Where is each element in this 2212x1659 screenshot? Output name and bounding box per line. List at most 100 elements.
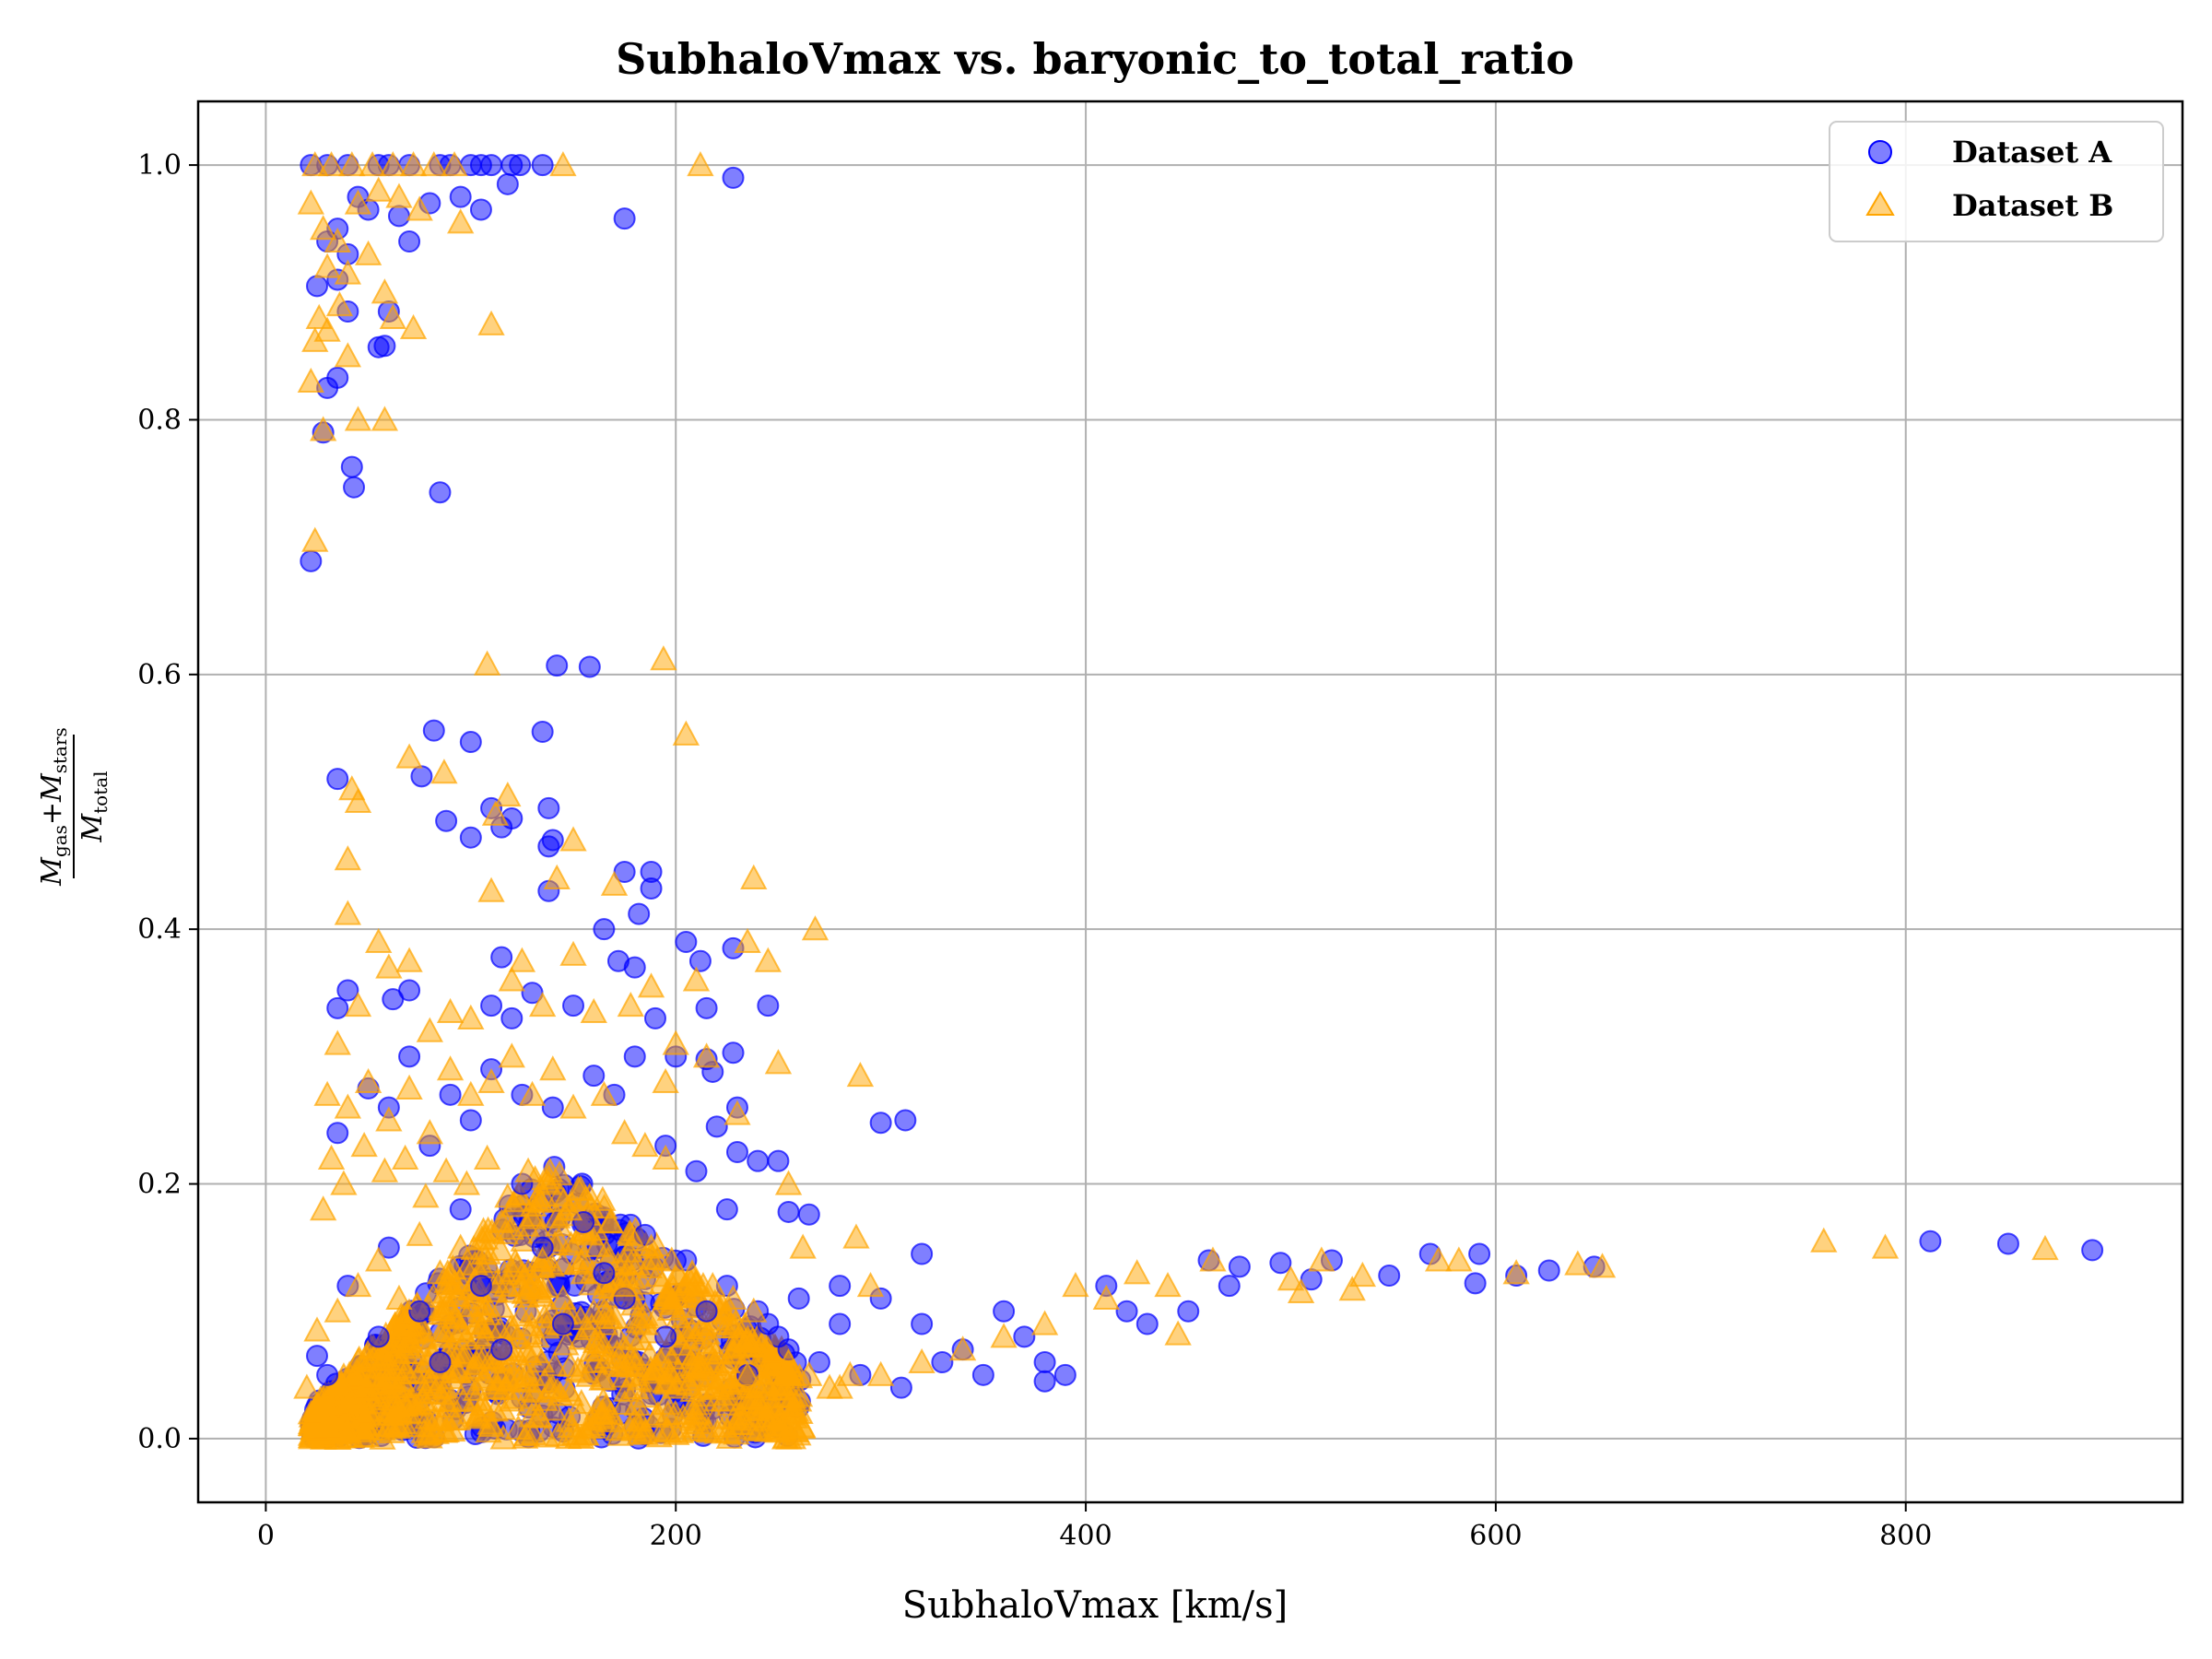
points-layer (293, 150, 2104, 1450)
data-point-dataset-b (653, 1417, 681, 1442)
data-point-dataset-b (447, 1314, 475, 1341)
data-point-dataset-b (350, 1131, 378, 1158)
data-point-dataset-b (385, 1284, 413, 1310)
data-point-dataset-a (469, 1275, 492, 1298)
data-point-dataset-a (459, 1109, 482, 1132)
data-point-dataset-b (309, 215, 337, 241)
data-point-dataset-a (316, 1363, 339, 1386)
y-axis-label: Mgas+Mstars Mtotal (36, 727, 112, 887)
data-point-dataset-b (775, 1360, 803, 1387)
data-point-dataset-b (334, 259, 362, 285)
data-point-dataset-b (682, 966, 711, 992)
data-point-dataset-a (643, 1006, 666, 1030)
data-point-dataset-a (326, 768, 349, 791)
data-point-dataset-b (789, 1233, 817, 1259)
data-point-dataset-b (714, 1369, 742, 1394)
data-point-dataset-a (628, 902, 651, 925)
data-point-dataset-b (395, 1074, 423, 1100)
data-point-dataset-b (309, 1195, 337, 1221)
ticks-layer: 0 200 400 600 800 0.0 0.2 0.4 0.6 0.8 1.0 (137, 149, 1932, 1552)
data-point-dataset-b (344, 1271, 372, 1298)
data-point-dataset-b (375, 953, 403, 979)
legend: Dataset A Dataset B (1829, 121, 2164, 242)
data-point-dataset-b (658, 1246, 686, 1272)
data-point-dataset-a (480, 994, 503, 1018)
data-point-dataset-b (494, 1182, 522, 1208)
data-point-dataset-b (1338, 1276, 1366, 1301)
data-point-dataset-a (398, 979, 421, 1002)
data-point-dataset-b (532, 1273, 560, 1299)
x-tick-label: 400 (1059, 1520, 1112, 1552)
data-point-dataset-b (416, 1119, 444, 1145)
data-point-dataset-b (344, 406, 372, 431)
data-point-dataset-b (313, 316, 341, 342)
data-point-dataset-a (300, 549, 323, 572)
data-point-dataset-b (866, 1360, 895, 1386)
data-point-dataset-b (580, 1347, 607, 1374)
y-label-gas-symbol: M (36, 856, 68, 887)
data-point-dataset-a (410, 765, 433, 788)
data-point-dataset-b (650, 645, 677, 671)
data-point-dataset-a (1218, 1275, 1241, 1298)
data-point-dataset-b (662, 1030, 689, 1055)
data-point-dataset-a (546, 654, 569, 677)
data-point-dataset-b (631, 1131, 659, 1158)
data-point-dataset-b (740, 864, 768, 889)
data-point-dataset-b (583, 1231, 611, 1257)
data-point-dataset-b (392, 1359, 419, 1384)
y-tick-label: 0.8 (137, 404, 182, 436)
data-point-dataset-b (447, 1233, 475, 1259)
data-point-dataset-b (573, 1314, 602, 1341)
data-point-dataset-a (551, 1312, 574, 1335)
data-point-dataset-b (416, 1366, 443, 1392)
data-point-dataset-b (461, 1250, 489, 1276)
data-point-dataset-b (766, 1374, 794, 1401)
data-point-dataset-a (398, 230, 421, 253)
data-point-dataset-b (678, 1259, 706, 1285)
x-tick-label: 600 (1469, 1520, 1522, 1552)
legend-marker-dataset-b (1865, 191, 1895, 216)
data-point-dataset-b (734, 1360, 761, 1386)
data-point-dataset-a (469, 198, 492, 221)
data-point-dataset-b (297, 1399, 325, 1425)
data-point-dataset-b (399, 150, 428, 177)
data-point-dataset-b (617, 991, 644, 1018)
data-point-dataset-b (555, 1195, 583, 1221)
data-point-dataset-b (334, 845, 362, 871)
data-point-dataset-b (539, 1373, 567, 1399)
data-point-dataset-a (695, 996, 718, 1019)
data-point-dataset-a (1464, 1272, 1487, 1295)
svg-text:Mgas+Mstars: Mgas+Mstars (36, 727, 71, 887)
data-point-dataset-b (334, 1093, 362, 1119)
data-point-dataset-a (685, 1159, 708, 1182)
data-point-dataset-b (441, 150, 468, 177)
data-point-dataset-b (498, 966, 525, 992)
data-point-dataset-b (539, 1055, 567, 1081)
data-point-dataset-b (379, 303, 406, 329)
data-point-dataset-b (477, 877, 505, 902)
data-point-dataset-b (801, 915, 830, 941)
data-point-dataset-b (592, 1393, 619, 1418)
data-point-dataset-b (344, 787, 372, 814)
y-tick-label: 1.0 (137, 149, 182, 182)
data-point-dataset-b (1810, 1227, 1838, 1253)
data-point-dataset-b (637, 1355, 665, 1381)
data-point-dataset-b (559, 826, 587, 852)
data-point-dataset-b (313, 1080, 341, 1106)
data-point-dataset-b (549, 1284, 577, 1310)
data-point-dataset-b (525, 1185, 554, 1211)
data-point-dataset-b (762, 1414, 790, 1440)
data-point-dataset-a (767, 1149, 790, 1172)
y-tick-label: 0.6 (137, 659, 182, 691)
chart-title: SubhaloVmax vs. baryonic_to_total_ratio (616, 34, 1574, 84)
data-point-dataset-b (426, 1259, 454, 1285)
data-point-dataset-b (1308, 1246, 1335, 1272)
data-point-dataset-b (605, 1323, 632, 1348)
data-point-dataset-b (477, 310, 505, 335)
data-point-dataset-b (691, 1416, 719, 1441)
data-point-dataset-a (429, 481, 452, 504)
data-point-dataset-b (473, 650, 501, 676)
data-point-dataset-b (616, 1413, 643, 1439)
data-point-dataset-b (324, 1030, 351, 1055)
data-point-dataset-b (344, 991, 372, 1018)
